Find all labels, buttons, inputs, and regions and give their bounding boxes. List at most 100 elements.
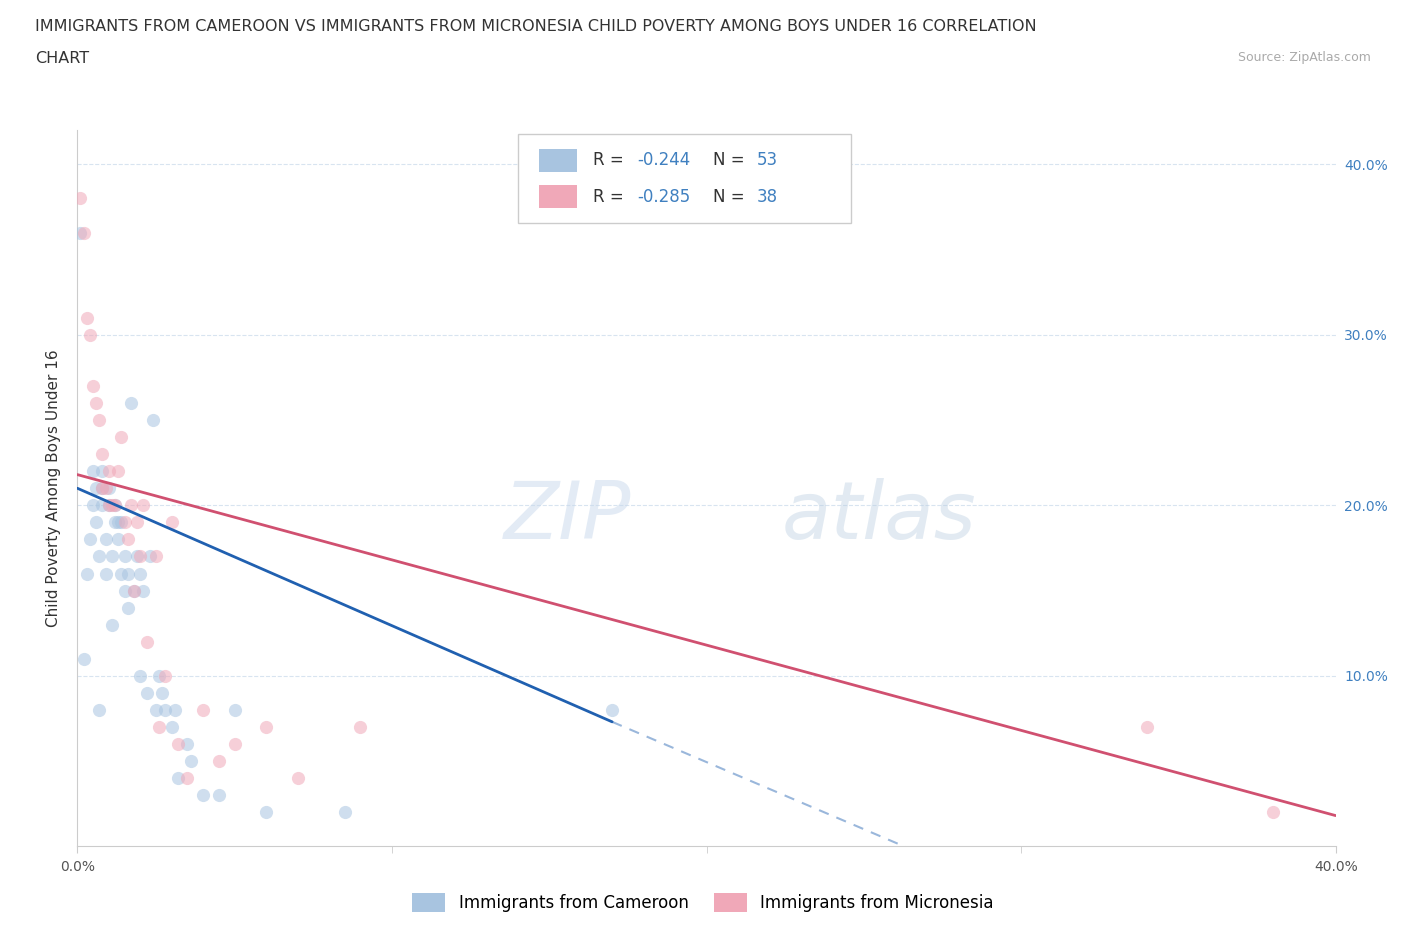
Point (72, 651, 94, 666)
Point (91, 498, 114, 512)
Point (97, 464, 120, 479)
Point (104, 515, 127, 530)
Point (82, 379, 104, 393)
Point (84, 515, 107, 530)
FancyBboxPatch shape (538, 149, 576, 172)
Point (135, 685, 157, 700)
Point (129, 549, 152, 564)
Point (150, 685, 173, 700)
Point (167, 771, 190, 786)
Point (94, 532, 117, 547)
Point (145, 549, 167, 564)
Point (127, 515, 149, 530)
Point (110, 515, 132, 530)
Point (132, 498, 155, 512)
Point (82, 464, 104, 479)
Point (1261, 804, 1284, 819)
Point (254, 720, 277, 735)
Point (224, 702, 246, 717)
Text: 38: 38 (756, 188, 778, 206)
Point (180, 753, 202, 768)
Point (138, 549, 160, 564)
Point (97, 498, 120, 512)
Point (97, 498, 120, 512)
Point (122, 583, 145, 598)
Point (1136, 720, 1159, 735)
Point (94, 566, 117, 581)
Point (89, 702, 111, 717)
Y-axis label: Child Poverty Among Boys Under 16: Child Poverty Among Boys Under 16 (46, 350, 62, 627)
Text: 53: 53 (756, 152, 778, 169)
Point (191, 702, 215, 717)
Point (79, 532, 101, 547)
Point (191, 788, 215, 803)
Point (254, 804, 277, 819)
Point (84, 395, 107, 410)
Point (84, 481, 107, 496)
Text: IMMIGRANTS FROM CAMEROON VS IMMIGRANTS FROM MICRONESIA CHILD POVERTY AMONG BOYS : IMMIGRANTS FROM CAMEROON VS IMMIGRANTS F… (35, 19, 1036, 33)
Point (155, 669, 177, 684)
Point (114, 515, 136, 530)
Point (600, 702, 623, 717)
Point (110, 566, 132, 581)
Point (79, 327, 101, 342)
Point (163, 702, 186, 717)
Point (76, 311, 98, 325)
Point (91, 446, 114, 461)
Point (101, 549, 124, 564)
Point (69, 191, 91, 206)
Text: -0.285: -0.285 (637, 188, 690, 206)
Point (122, 583, 145, 598)
Text: N =: N = (713, 188, 749, 206)
Point (129, 566, 152, 581)
Point (176, 737, 198, 751)
Point (120, 498, 142, 512)
Point (127, 549, 149, 564)
Point (89, 549, 111, 564)
Point (167, 737, 190, 751)
Point (91, 464, 114, 479)
Point (135, 634, 157, 649)
Point (176, 771, 198, 786)
Point (94, 481, 117, 496)
Point (91, 481, 114, 496)
Text: -0.244: -0.244 (637, 152, 690, 169)
Point (160, 720, 183, 735)
Point (107, 515, 129, 530)
Point (208, 788, 231, 803)
Point (117, 566, 139, 581)
Point (224, 737, 246, 751)
Point (132, 583, 155, 598)
Text: CHART: CHART (35, 51, 89, 66)
Point (89, 413, 111, 428)
Point (160, 515, 183, 530)
Text: N =: N = (713, 152, 749, 169)
FancyBboxPatch shape (517, 134, 851, 223)
Text: R =: R = (593, 188, 630, 206)
Point (148, 720, 170, 735)
Point (104, 498, 127, 512)
Point (120, 395, 142, 410)
Text: ZIP: ZIP (503, 478, 631, 556)
Point (287, 771, 309, 786)
Point (101, 618, 124, 632)
Point (142, 413, 165, 428)
Text: Source: ZipAtlas.com: Source: ZipAtlas.com (1237, 51, 1371, 64)
Point (91, 481, 114, 496)
Text: R =: R = (593, 152, 630, 169)
Point (114, 583, 136, 598)
Point (107, 532, 129, 547)
Point (117, 600, 139, 615)
Point (110, 430, 132, 445)
Point (69, 225, 91, 240)
Point (97, 481, 120, 496)
Point (208, 753, 231, 768)
Point (107, 464, 129, 479)
Point (155, 702, 177, 717)
Point (145, 702, 167, 717)
Point (333, 804, 356, 819)
Text: atlas: atlas (782, 478, 977, 556)
Legend: Immigrants from Cameroon, Immigrants from Micronesia: Immigrants from Cameroon, Immigrants fro… (412, 893, 994, 912)
Point (104, 498, 127, 512)
Point (349, 720, 371, 735)
